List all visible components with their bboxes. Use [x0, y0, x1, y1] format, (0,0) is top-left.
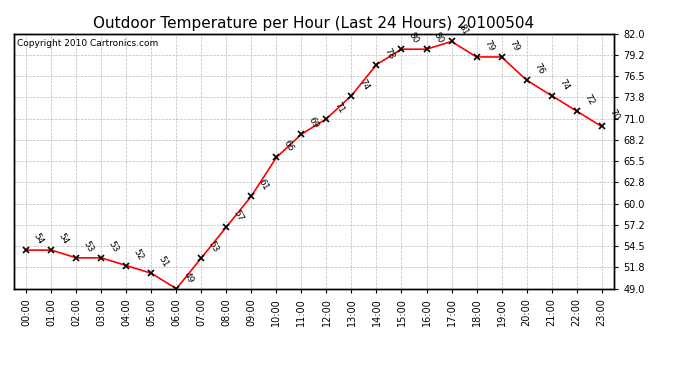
Text: 53: 53 — [207, 239, 221, 254]
Text: 51: 51 — [157, 255, 170, 269]
Text: 74: 74 — [557, 77, 571, 92]
Text: 66: 66 — [282, 139, 295, 153]
Text: Copyright 2010 Cartronics.com: Copyright 2010 Cartronics.com — [17, 39, 158, 48]
Text: 53: 53 — [82, 239, 95, 254]
Text: 49: 49 — [182, 270, 195, 285]
Text: 54: 54 — [57, 232, 70, 246]
Text: 52: 52 — [132, 247, 146, 261]
Text: 69: 69 — [307, 116, 321, 130]
Text: 80: 80 — [407, 31, 421, 45]
Text: 70: 70 — [607, 108, 621, 122]
Text: 79: 79 — [507, 38, 521, 53]
Text: 80: 80 — [432, 31, 446, 45]
Text: 71: 71 — [332, 100, 346, 115]
Text: 76: 76 — [532, 62, 546, 76]
Text: 53: 53 — [107, 239, 121, 254]
Text: 81: 81 — [457, 23, 471, 37]
Text: 57: 57 — [232, 208, 246, 223]
Text: 79: 79 — [482, 38, 495, 53]
Text: 72: 72 — [582, 93, 595, 107]
Text: 61: 61 — [257, 177, 270, 192]
Text: 74: 74 — [357, 77, 371, 92]
Text: 78: 78 — [382, 46, 395, 60]
Text: 54: 54 — [32, 232, 46, 246]
Title: Outdoor Temperature per Hour (Last 24 Hours) 20100504: Outdoor Temperature per Hour (Last 24 Ho… — [93, 16, 535, 31]
